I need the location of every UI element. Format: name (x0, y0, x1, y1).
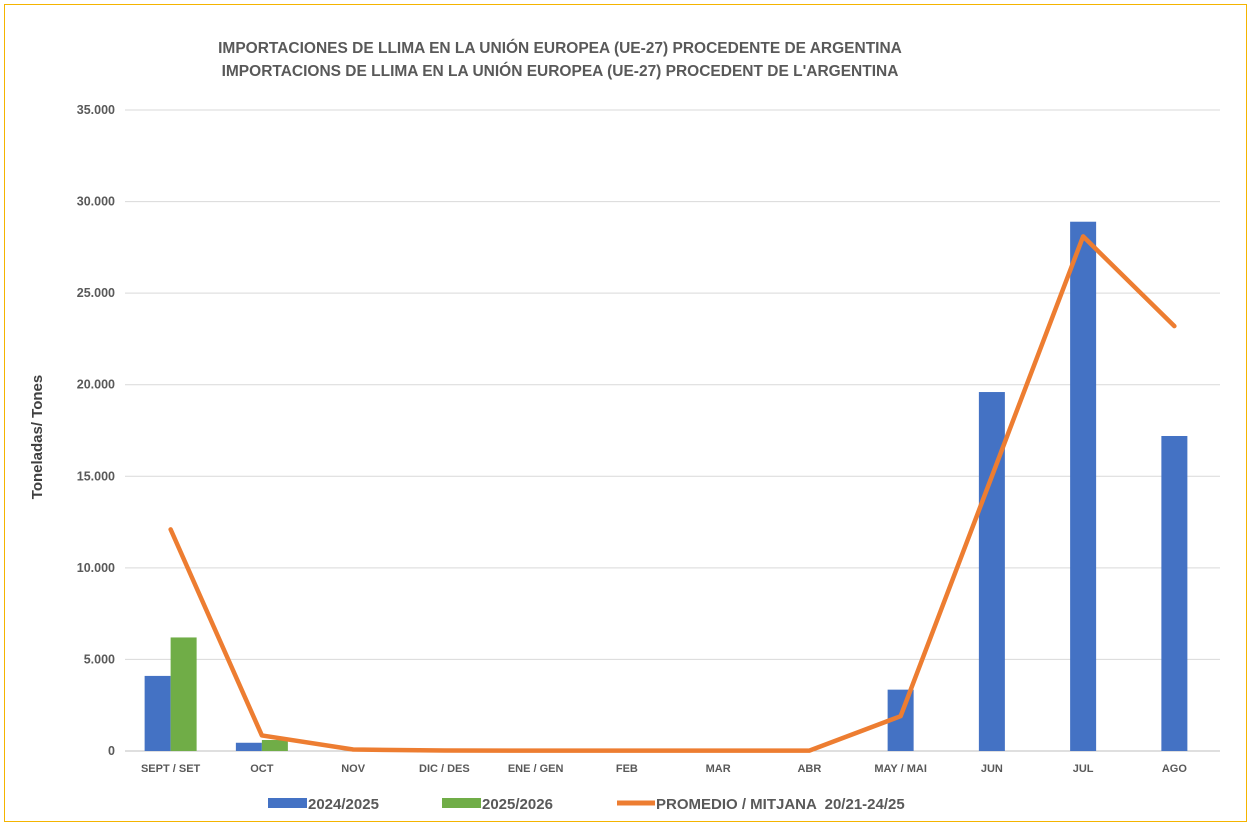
bar (978, 392, 1005, 751)
x-tick-label: JUL (1073, 763, 1094, 775)
x-tick-label: ENE / GEN (508, 763, 564, 775)
x-tick-label: FEB (616, 763, 638, 775)
y-tick-label: 0 (108, 744, 115, 758)
y-tick-label: 35.000 (77, 103, 115, 117)
legend-label-2024-2025: 2024/2025 (308, 796, 379, 813)
y-tick-label: 30.000 (77, 195, 115, 209)
x-tick-label: ABR (797, 763, 821, 775)
x-tick-label: NOV (341, 763, 366, 775)
y-axis-label: Toneladas/ Tones (29, 375, 46, 499)
y-tick-label: 10.000 (77, 561, 115, 575)
x-tick-label: DIC / DES (419, 763, 470, 775)
x-tick-label: OCT (250, 763, 274, 775)
legend: 2024/2025 2025/2026 PROMEDIO / MITJANA 2… (268, 796, 905, 813)
y-tick-labels: 0 5.000 10.000 15.000 20.000 25.000 30.000 35.0… (77, 103, 115, 758)
bar (261, 740, 288, 751)
chart-frame: IMPORTACIONES DE LLIMA EN LA UNIÓN EUROP… (4, 4, 1247, 822)
bar (170, 637, 197, 751)
bar (235, 742, 262, 751)
x-tick-labels: SEPT / SET OCT NOV DIC / DES ENE / GEN FEB MAR… (141, 763, 1187, 775)
series-line (168, 234, 1177, 753)
legend-label-2025-2026: 2025/2026 (482, 796, 553, 813)
bar (1070, 221, 1097, 751)
average-line (168, 234, 1177, 753)
x-tick-label: AGO (1162, 763, 1188, 775)
bars (144, 221, 1188, 751)
y-tick-label: 25.000 (77, 286, 115, 300)
x-tick-label: SEPT / SET (141, 763, 201, 775)
grid-lines (125, 109, 1220, 752)
bar (144, 675, 171, 751)
legend-label-average: PROMEDIO / MITJANA 20/21-24/25 (656, 796, 905, 813)
chart-title-line-2: IMPORTACIONS DE LLIMA EN LA UNIÓN EUROPE… (222, 62, 899, 80)
x-tick-label: JUN (981, 763, 1003, 775)
y-tick-label: 15.000 (77, 469, 115, 483)
y-tick-label: 20.000 (77, 378, 115, 392)
legend-swatch-2024-2025 (268, 798, 307, 808)
x-tick-label: MAY / MAI (874, 763, 927, 775)
x-tick-label: MAR (706, 763, 731, 775)
chart: IMPORTACIONES DE LLIMA EN LA UNIÓN EUROP… (29, 39, 1220, 813)
y-tick-label: 5.000 (84, 652, 115, 666)
chart-title-line-1: IMPORTACIONES DE LLIMA EN LA UNIÓN EUROP… (218, 39, 902, 57)
legend-swatch-2025-2026 (442, 798, 481, 808)
bar (1161, 435, 1188, 751)
